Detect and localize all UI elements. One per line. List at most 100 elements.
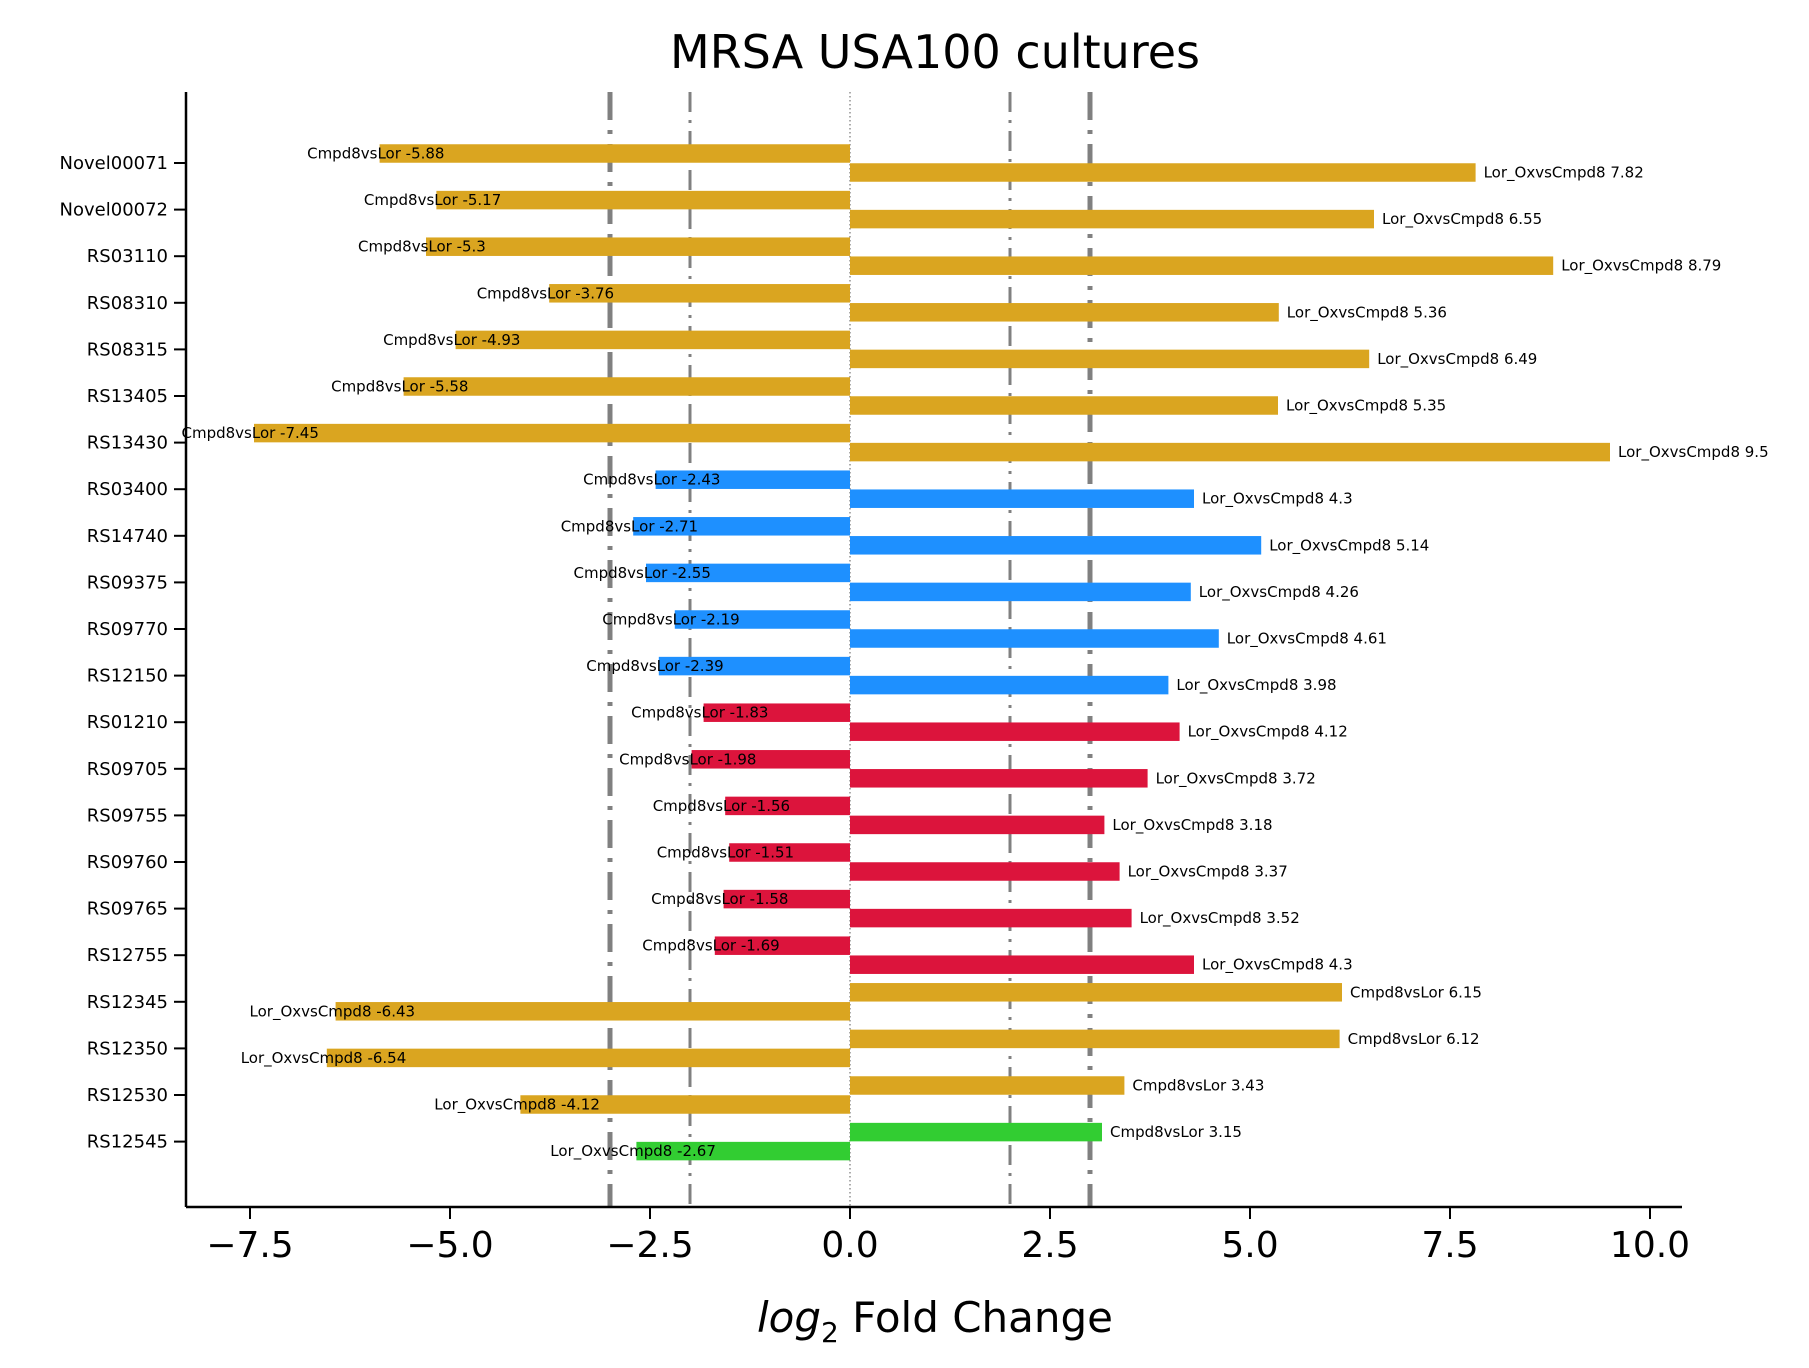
bar-label: Cmpd8vsLor -5.17: [364, 191, 501, 209]
y-tick-label: RS12755: [87, 945, 168, 966]
y-tick-label: RS14740: [87, 526, 168, 547]
bar-label: Lor_OxvsCmpd8 5.36: [1287, 303, 1447, 322]
bar: [850, 1076, 1125, 1095]
chart-title: MRSA USA100 cultures: [670, 25, 1200, 79]
y-axis-tick-labels: Novel00071 Novel00072 RS03110 RS08310 RS0831…: [60, 153, 186, 1153]
y-tick-label: RS12350: [87, 1038, 168, 1059]
bar-label: Lor_OxvsCmpd8 -2.67: [550, 1142, 716, 1161]
bar: [850, 303, 1279, 322]
y-tick-label: RS13430: [87, 433, 168, 454]
y-tick-label: RS08310: [87, 293, 168, 314]
bar-label: Lor_OxvsCmpd8 -4.12: [434, 1096, 600, 1115]
bar-label: Cmpd8vsLor -5.3: [358, 238, 486, 256]
bar-label: Lor_OxvsCmpd8 9.5: [1618, 443, 1769, 462]
bar: [850, 582, 1191, 602]
bar-label: Cmpd8vsLor -3.76: [477, 284, 614, 302]
bar-label: Lor_OxvsCmpd8 -6.54: [241, 1049, 407, 1068]
bar-label: Cmpd8vsLor 3.43: [1132, 1077, 1264, 1095]
y-tick-label: RS03110: [87, 246, 168, 267]
x-tick-label: 7.5: [1421, 1225, 1478, 1266]
x-tick-label: 5.0: [1221, 1225, 1278, 1266]
bar-label: Lor_OxvsCmpd8 3.98: [1176, 676, 1336, 695]
bar: [549, 284, 850, 303]
bar-label: Cmpd8vsLor -2.39: [586, 657, 723, 675]
bar: [850, 675, 1169, 695]
bar-label: Lor_OxvsCmpd8 4.26: [1199, 583, 1359, 602]
y-tick-label: Novel00071: [60, 153, 168, 174]
y-tick-label: RS01210: [87, 712, 168, 733]
bar-label: Lor_OxvsCmpd8 3.72: [1156, 769, 1316, 788]
y-tick-label: RS12345: [87, 992, 168, 1013]
bar-label: Cmpd8vsLor -1.56: [653, 797, 790, 815]
bar-label: Lor_OxvsCmpd8 3.52: [1140, 909, 1300, 928]
bar: [850, 815, 1105, 835]
bar-label: Lor_OxvsCmpd8 3.37: [1128, 863, 1288, 882]
bar: [850, 769, 1148, 788]
bar: [850, 256, 1554, 275]
bar: [850, 908, 1132, 928]
bar-label: Lor_OxvsCmpd8 8.79: [1561, 257, 1721, 276]
y-tick-label: RS09765: [87, 899, 168, 920]
bar-label: Lor_OxvsCmpd8 7.82: [1484, 164, 1644, 183]
bar-label: Lor_OxvsCmpd8 4.3: [1202, 490, 1353, 509]
x-axis-ticks: −7.5 −5.0 −2.5 0.0 2.5 5.0 7.5 10.0: [206, 1207, 1690, 1266]
bar: [850, 489, 1194, 508]
y-tick-label: RS08315: [87, 339, 168, 360]
bar: [674, 610, 850, 629]
bar: [636, 1141, 850, 1161]
y-tick-label: RS09755: [87, 805, 168, 826]
x-tick-label: 2.5: [1021, 1225, 1078, 1266]
x-tick-label: 0.0: [821, 1225, 878, 1266]
bar-labels: Cmpd8vsLor -5.88 Lor_OxvsCmpd8 7.82 Cmpd8v…: [181, 145, 1768, 1162]
bar-label: Cmpd8vsLor -1.83: [631, 704, 768, 722]
bar-label: Cmpd8vsLor -4.93: [383, 331, 520, 349]
x-tick-label: −5.0: [406, 1225, 493, 1266]
bar: [254, 423, 850, 443]
bar: [850, 983, 1342, 1002]
bar-label: Lor_OxvsCmpd8 5.14: [1269, 536, 1429, 555]
bar: [703, 703, 850, 722]
bar: [655, 470, 850, 489]
x-tick-label: 10.0: [1610, 1225, 1690, 1266]
bar: [850, 163, 1476, 182]
bar: [379, 144, 850, 163]
bar: [436, 190, 850, 210]
bar-label: Cmpd8vsLor -2.43: [583, 471, 720, 489]
y-tick-label: RS12150: [87, 666, 168, 687]
bar-label: Cmpd8vsLor -5.58: [331, 378, 468, 396]
bar: [691, 750, 850, 769]
bar: [403, 377, 850, 396]
x-axis-label-subscript: 2: [821, 1316, 839, 1349]
bar: [723, 889, 850, 909]
bar-label: Cmpd8vsLor -1.58: [651, 890, 788, 908]
bar-label: Lor_OxvsCmpd8 4.12: [1188, 723, 1348, 742]
bar: [850, 396, 1278, 415]
bar-label: Lor_OxvsCmpd8 4.3: [1202, 956, 1353, 975]
bar: [850, 862, 1120, 881]
y-tick-label: RS09705: [87, 759, 168, 780]
bar: [658, 656, 850, 676]
x-axis-label-text: Fold Change: [839, 1293, 1113, 1342]
bar-label: Cmpd8vsLor -5.88: [307, 145, 444, 163]
bar: [714, 936, 850, 955]
x-tick-label: −2.5: [606, 1225, 693, 1266]
y-tick-label: RS12545: [87, 1132, 168, 1153]
y-tick-label: RS09760: [87, 852, 168, 873]
bar-series: [254, 144, 1610, 1161]
bar: [850, 722, 1180, 741]
bar-label: Cmpd8vsLor -2.55: [573, 564, 710, 582]
bar-label: Cmpd8vsLor 3.15: [1110, 1123, 1242, 1141]
bar: [426, 237, 850, 256]
bar-label: Cmpd8vsLor -1.51: [657, 844, 794, 862]
y-tick-label: Novel00072: [60, 200, 168, 221]
bar-label: Lor_OxvsCmpd8 5.35: [1286, 397, 1446, 416]
bar-label: Cmpd8vsLor -1.69: [642, 937, 779, 955]
y-tick-label: RS09375: [87, 572, 168, 593]
x-axis-label: log2 Fold Change: [757, 1293, 1113, 1349]
bar-label: Lor_OxvsCmpd8 6.49: [1377, 350, 1537, 369]
bar: [850, 1122, 1102, 1142]
bar: [850, 442, 1610, 462]
y-tick-label: RS12530: [87, 1085, 168, 1106]
bar-label: Cmpd8vsLor -2.71: [561, 517, 698, 535]
